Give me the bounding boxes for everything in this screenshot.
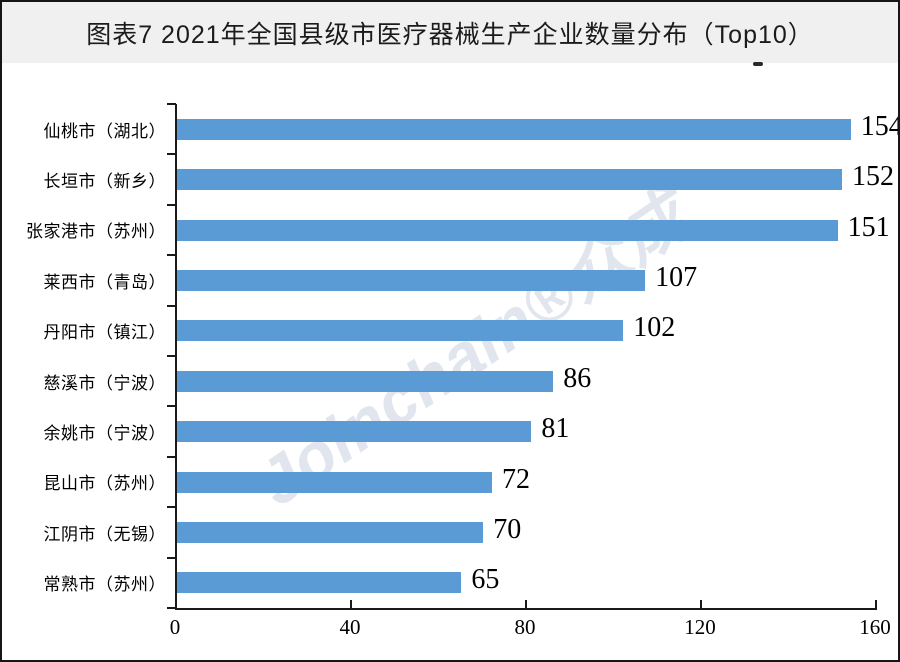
bar bbox=[177, 471, 492, 493]
bar-value-label: 102 bbox=[633, 312, 676, 344]
y-axis-tick bbox=[167, 455, 176, 458]
stray-artifact-mark bbox=[753, 62, 763, 66]
category-label: 丹阳市（镇江） bbox=[43, 323, 166, 343]
y-axis-tick bbox=[167, 304, 176, 307]
bar-value-label: 154 bbox=[860, 110, 900, 142]
bar-value-label: 107 bbox=[655, 261, 698, 293]
y-axis-tick bbox=[167, 405, 176, 408]
bar bbox=[177, 572, 462, 594]
bar bbox=[177, 169, 842, 191]
x-axis-tick-label: 0 bbox=[169, 615, 181, 639]
category-label: 长垣市（新乡） bbox=[43, 172, 166, 192]
x-axis-tick bbox=[525, 600, 527, 608]
y-axis-tick bbox=[167, 607, 176, 609]
category-label: 张家港市（苏州） bbox=[26, 222, 166, 242]
bar-value-label: 70 bbox=[493, 513, 522, 545]
category-label: 余姚市（宁波） bbox=[43, 424, 166, 444]
x-axis-tick-label: 40 bbox=[339, 615, 361, 639]
category-label: 仙桃市（湖北） bbox=[43, 121, 166, 141]
y-axis-tick bbox=[167, 506, 176, 509]
x-axis-tick bbox=[700, 600, 702, 608]
x-axis-tick-labels: 0 40 80 120 160 bbox=[0, 615, 900, 645]
y-axis-tick bbox=[167, 203, 176, 206]
bar-value-label: 72 bbox=[502, 463, 530, 495]
y-axis-category-labels: 仙桃市（湖北） 长垣市（新乡） 张家港市（苏州） 莱西市（青岛） 丹阳市（镇江） 慈溪市（… bbox=[2, 104, 166, 608]
bar bbox=[177, 320, 624, 342]
category-label: 常熟市（苏州） bbox=[43, 575, 166, 595]
x-axis-tick-label: 160 bbox=[859, 615, 891, 639]
category-label: 江阴市（无锡） bbox=[43, 524, 166, 544]
x-axis-tick bbox=[350, 600, 352, 608]
bar-value-label: 152 bbox=[852, 161, 894, 193]
bar bbox=[177, 521, 484, 543]
bar bbox=[177, 269, 646, 291]
bar-value-label: 81 bbox=[541, 413, 570, 445]
plot-area: 154 152 151 107 102 86 81 72 70 65 bbox=[167, 103, 900, 610]
y-axis-tick bbox=[167, 254, 176, 257]
chart-title-bar: 图表7 2021年全国县级市医疗器械生产企业数量分布（Top10） bbox=[2, 2, 898, 63]
chart-title: 图表7 2021年全国县级市医疗器械生产企业数量分布（Top10） bbox=[86, 20, 814, 49]
x-axis-tick-label: 120 bbox=[684, 615, 716, 639]
bar-value-label: 151 bbox=[847, 211, 890, 243]
bar-value-label: 65 bbox=[471, 564, 500, 596]
bar-value-label: 86 bbox=[563, 362, 592, 394]
y-axis-tick bbox=[167, 153, 176, 156]
bar bbox=[177, 118, 851, 140]
bar bbox=[177, 421, 532, 443]
category-label: 慈溪市（宁波） bbox=[43, 373, 166, 393]
category-label: 昆山市（苏州） bbox=[43, 474, 166, 494]
y-axis-tick bbox=[167, 103, 176, 105]
y-axis-tick bbox=[167, 556, 176, 559]
y-axis-tick bbox=[167, 355, 176, 357]
category-label: 莱西市（青岛） bbox=[43, 272, 166, 292]
bar bbox=[177, 370, 554, 392]
x-axis-tick bbox=[875, 600, 877, 608]
x-axis-tick-label: 80 bbox=[514, 615, 536, 639]
bar bbox=[177, 219, 838, 241]
